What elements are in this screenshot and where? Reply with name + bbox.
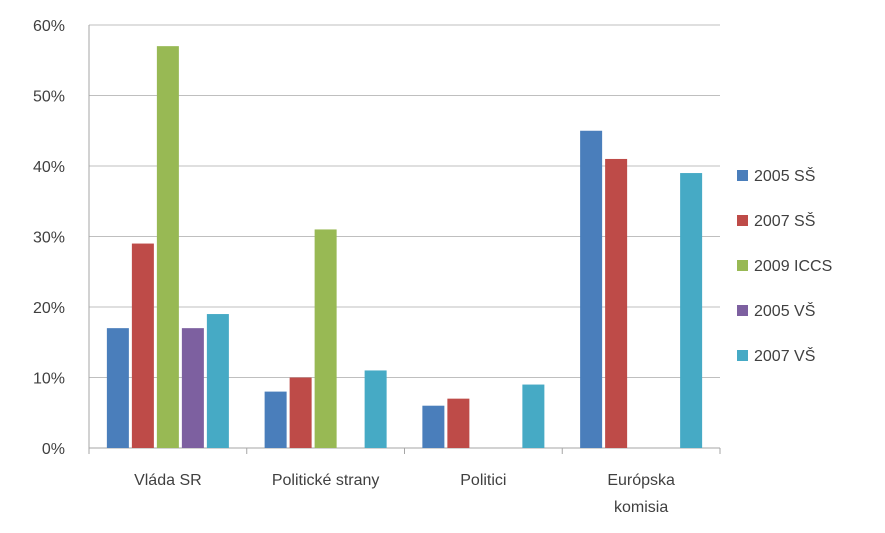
legend-swatch [737, 260, 748, 271]
legend-label: 2005 VŠ [754, 301, 815, 320]
x-category-label: Európska komisia [607, 472, 675, 516]
x-category-label-line: komisia [614, 499, 668, 516]
bar [605, 158, 628, 448]
x-category-label-line: Politici [460, 472, 506, 489]
bar [289, 377, 312, 448]
bar [131, 243, 154, 448]
x-category-label: Vláda SR [134, 472, 202, 489]
y-tick-label: 60% [33, 18, 65, 35]
bar [580, 130, 603, 448]
bar [106, 328, 129, 448]
legend-label: 2009 ICCS [754, 258, 832, 275]
bar [422, 405, 445, 448]
legend-label: 2007 SŠ [754, 211, 815, 230]
x-category-labels: Vláda SR Politické strany Politici Európska… [134, 472, 675, 516]
legend-swatch [737, 350, 748, 361]
bar [206, 314, 229, 448]
legend-swatch [737, 170, 748, 181]
y-tick-label: 40% [33, 159, 65, 176]
bar [314, 229, 337, 448]
bar [447, 398, 470, 448]
y-tick-label: 50% [33, 89, 65, 106]
legend-swatch [737, 305, 748, 316]
legend-label: 2007 VŠ [754, 346, 815, 365]
bar [156, 46, 179, 449]
bar [181, 328, 204, 448]
bar [522, 384, 545, 448]
y-tick-label: 20% [33, 300, 65, 317]
y-tick-label: 30% [33, 230, 65, 247]
y-tick-labels: 0% 10% 20% 30% 40% 50% 60% [33, 18, 65, 458]
x-category-label: Politici [460, 472, 506, 489]
x-category-label-line: Európska [607, 472, 675, 489]
bar [264, 391, 287, 448]
bar [364, 370, 387, 448]
legend: 2005 SŠ 2007 SŠ 2009 ICCS 2005 VŠ 2007 VŠ [737, 166, 832, 365]
legend-label: 2005 SŠ [754, 166, 815, 185]
x-category-label: Politické strany [272, 472, 380, 489]
y-tick-label: 0% [42, 441, 65, 458]
bars [106, 46, 703, 449]
y-tick-label: 10% [33, 371, 65, 388]
bar [680, 173, 703, 449]
x-category-label-line: Vláda SR [134, 472, 202, 489]
legend-swatch [737, 215, 748, 226]
x-category-label-line: Politické strany [272, 472, 380, 489]
